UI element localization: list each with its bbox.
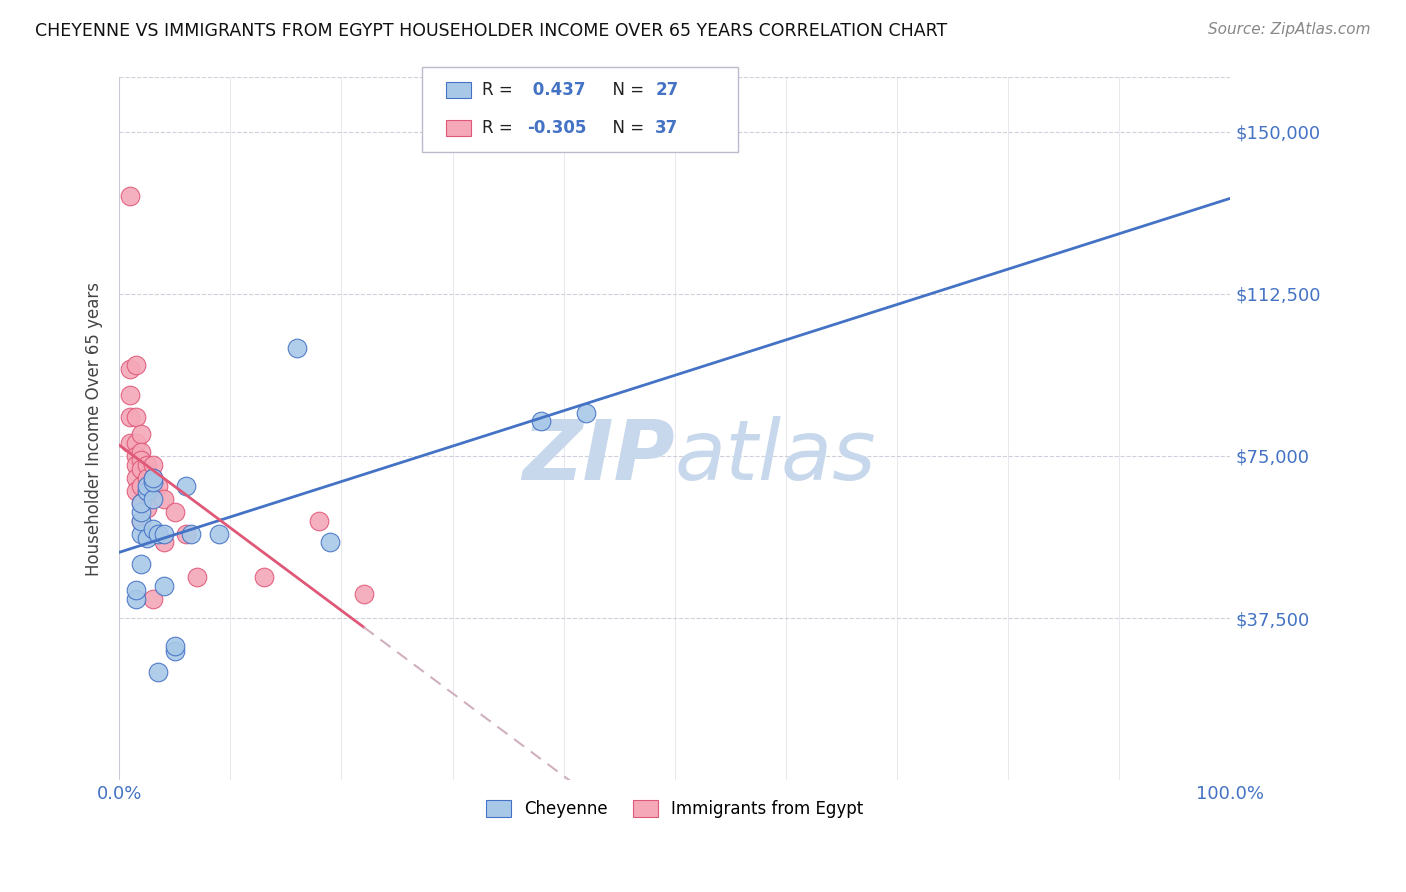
Text: -0.305: -0.305: [527, 120, 586, 137]
Point: [146, 526, 169, 541]
Point: [125, 436, 148, 450]
Point: [142, 523, 165, 537]
Point: [131, 557, 153, 571]
Point: [125, 591, 148, 606]
Point: [163, 639, 186, 653]
Point: [208, 526, 231, 541]
Point: [131, 505, 153, 519]
Point: [136, 479, 159, 493]
Point: [319, 535, 342, 549]
Point: [136, 470, 159, 484]
Text: CHEYENNE VS IMMIGRANTS FROM EGYPT HOUSEHOLDER INCOME OVER 65 YEARS CORRELATION C: CHEYENNE VS IMMIGRANTS FROM EGYPT HOUSEH…: [35, 22, 948, 40]
Point: [120, 189, 142, 203]
Point: [125, 449, 148, 463]
Text: R =: R =: [482, 81, 519, 99]
Point: [530, 414, 553, 428]
Point: [163, 643, 186, 657]
Point: [152, 526, 174, 541]
Point: [125, 483, 148, 498]
Point: [131, 479, 153, 493]
Point: [131, 453, 153, 467]
Point: [136, 531, 159, 545]
Point: [131, 514, 153, 528]
Point: [186, 570, 208, 584]
Point: [131, 496, 153, 510]
Point: [131, 462, 153, 476]
Legend: Cheyenne, Immigrants from Egypt: Cheyenne, Immigrants from Egypt: [479, 793, 870, 825]
Point: [131, 514, 153, 528]
Point: [353, 587, 375, 601]
Point: [120, 388, 142, 402]
Point: [131, 496, 153, 510]
Point: [125, 358, 148, 372]
Point: [136, 500, 159, 515]
Point: [142, 483, 165, 498]
Point: [575, 406, 598, 420]
Point: [142, 458, 165, 472]
Point: [131, 526, 153, 541]
Point: [125, 470, 148, 484]
Text: 27: 27: [655, 81, 679, 99]
Point: [142, 470, 165, 484]
Point: [152, 579, 174, 593]
Text: 37: 37: [655, 120, 679, 137]
Point: [142, 492, 165, 507]
Text: N =: N =: [602, 120, 650, 137]
Point: [285, 341, 308, 355]
Text: atlas: atlas: [675, 417, 876, 498]
Point: [125, 582, 148, 597]
Point: [174, 479, 197, 493]
Point: [308, 514, 330, 528]
Point: [142, 591, 165, 606]
Y-axis label: Householder Income Over 65 years: Householder Income Over 65 years: [86, 282, 103, 576]
Text: Source: ZipAtlas.com: Source: ZipAtlas.com: [1208, 22, 1371, 37]
Text: N =: N =: [602, 81, 650, 99]
Point: [180, 526, 202, 541]
Point: [253, 570, 276, 584]
Point: [131, 427, 153, 442]
Point: [136, 483, 159, 498]
Point: [142, 475, 165, 489]
Point: [120, 362, 142, 376]
Text: ZIP: ZIP: [522, 417, 675, 498]
Text: R =: R =: [482, 120, 519, 137]
Point: [131, 444, 153, 458]
Point: [125, 458, 148, 472]
Point: [136, 458, 159, 472]
Point: [146, 665, 169, 680]
Point: [146, 479, 169, 493]
Point: [120, 436, 142, 450]
Point: [152, 492, 174, 507]
Point: [125, 409, 148, 424]
Point: [142, 470, 165, 484]
Point: [136, 483, 159, 498]
Point: [146, 526, 169, 541]
Point: [120, 409, 142, 424]
Point: [163, 505, 186, 519]
Text: 0.437: 0.437: [527, 81, 586, 99]
Point: [174, 526, 197, 541]
Point: [152, 535, 174, 549]
